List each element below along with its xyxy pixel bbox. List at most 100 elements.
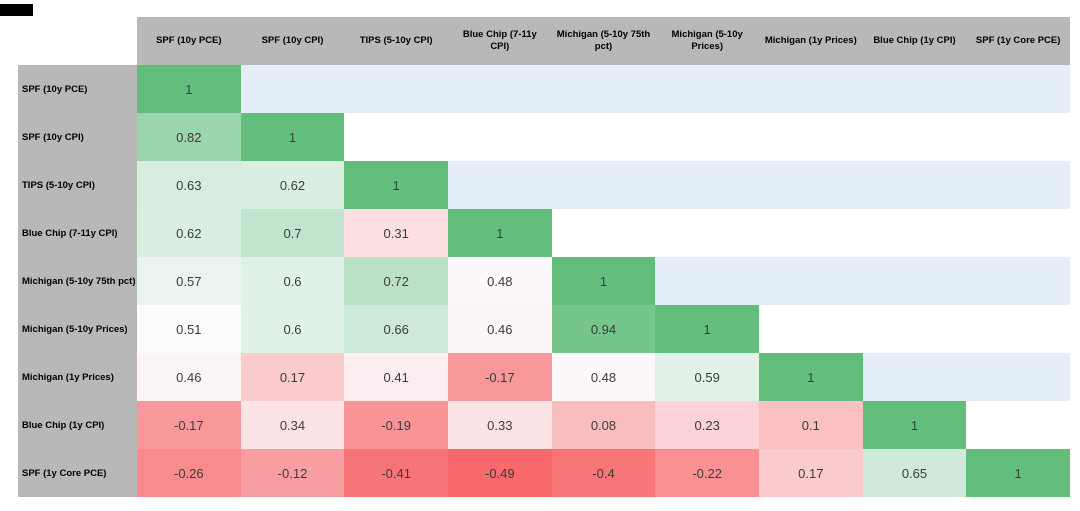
matrix-cell: 1: [240, 113, 345, 161]
empty-cell: [551, 65, 656, 113]
empty-cell: [551, 161, 656, 209]
empty-cell: [862, 113, 967, 161]
empty-cell: [862, 257, 967, 305]
col-header-5: Michigan (5-10y 75th pct): [551, 17, 656, 65]
empty-cell: [966, 305, 1070, 353]
col-header-8: Blue Chip (1y CPI): [862, 17, 967, 65]
matrix-cell: 0.48: [551, 353, 656, 401]
matrix-cell: 0.7: [240, 209, 345, 257]
matrix-cell: -0.49: [447, 449, 552, 497]
matrix-cell: 0.72: [344, 257, 448, 305]
row-label-8: Blue Chip (1y CPI): [18, 401, 137, 449]
matrix-cell: 0.41: [344, 353, 448, 401]
empty-cell: [966, 161, 1070, 209]
empty-cell: [447, 161, 552, 209]
matrix-cell: 1: [137, 65, 241, 113]
row-label-7: Michigan (1y Prices): [18, 353, 137, 401]
empty-cell: [344, 113, 448, 161]
matrix-cell: 0.65: [862, 449, 967, 497]
empty-cell: [862, 353, 967, 401]
matrix-cell: 1: [966, 449, 1070, 497]
corner-spacer: [18, 17, 137, 65]
row-label-3: TIPS (5-10y CPI): [18, 161, 137, 209]
matrix-cell: 0.62: [240, 161, 345, 209]
empty-cell: [447, 113, 552, 161]
empty-cell: [447, 65, 552, 113]
col-header-2: SPF (10y CPI): [240, 17, 345, 65]
matrix-cell: 0.48: [447, 257, 552, 305]
empty-cell: [551, 113, 656, 161]
empty-cell: [758, 209, 863, 257]
empty-cell: [551, 209, 656, 257]
empty-cell: [758, 305, 863, 353]
matrix-cell: 0.1: [758, 401, 863, 449]
matrix-cell: 1: [344, 161, 448, 209]
empty-cell: [758, 257, 863, 305]
screen-corner-artifact: [0, 4, 33, 16]
matrix-cell: 1: [655, 305, 759, 353]
empty-cell: [655, 209, 759, 257]
matrix-cell: 0.63: [137, 161, 241, 209]
matrix-cell: 0.62: [137, 209, 241, 257]
matrix-cell: 1: [447, 209, 552, 257]
empty-cell: [655, 161, 759, 209]
col-header-9: SPF (1y Core PCE): [966, 17, 1070, 65]
empty-cell: [966, 257, 1070, 305]
matrix-cell: -0.17: [447, 353, 552, 401]
matrix-cell: 0.59: [655, 353, 759, 401]
matrix-cell: 0.6: [240, 257, 345, 305]
matrix-cell: -0.12: [240, 449, 345, 497]
matrix-cell: 0.31: [344, 209, 448, 257]
row-label-4: Blue Chip (7-11y CPI): [18, 209, 137, 257]
empty-cell: [966, 353, 1070, 401]
empty-cell: [966, 401, 1070, 449]
matrix-cell: 0.51: [137, 305, 241, 353]
empty-cell: [758, 65, 863, 113]
empty-cell: [655, 113, 759, 161]
matrix-cell: 0.57: [137, 257, 241, 305]
col-header-3: TIPS (5-10y CPI): [344, 17, 448, 65]
empty-cell: [966, 113, 1070, 161]
row-label-6: Michigan (5-10y Prices): [18, 305, 137, 353]
matrix-cell: 0.23: [655, 401, 759, 449]
row-label-2: SPF (10y CPI): [18, 113, 137, 161]
empty-cell: [966, 209, 1070, 257]
row-label-5: Michigan (5-10y 75th pct): [18, 257, 137, 305]
col-header-7: Michigan (1y Prices): [758, 17, 863, 65]
matrix-cell: -0.41: [344, 449, 448, 497]
empty-cell: [655, 257, 759, 305]
empty-cell: [862, 209, 967, 257]
matrix-cell: 0.6: [240, 305, 345, 353]
col-header-6: Michigan (5-10y Prices): [655, 17, 759, 65]
matrix-cell: 0.33: [447, 401, 552, 449]
empty-cell: [240, 65, 345, 113]
matrix-cell: -0.26: [137, 449, 241, 497]
empty-cell: [655, 65, 759, 113]
matrix-cell: -0.17: [137, 401, 241, 449]
empty-cell: [758, 113, 863, 161]
matrix-cell: 0.34: [240, 401, 345, 449]
matrix-cell: 0.46: [447, 305, 552, 353]
matrix-cell: 1: [551, 257, 656, 305]
matrix-cell: 0.82: [137, 113, 241, 161]
empty-cell: [344, 65, 448, 113]
empty-cell: [758, 161, 863, 209]
matrix-cell: -0.19: [344, 401, 448, 449]
matrix-cell: 0.08: [551, 401, 656, 449]
empty-cell: [966, 65, 1070, 113]
matrix-cell: 0.17: [240, 353, 345, 401]
empty-cell: [862, 305, 967, 353]
matrix-cell: -0.4: [551, 449, 656, 497]
matrix-cell: 0.17: [758, 449, 863, 497]
matrix-cell: 0.94: [551, 305, 656, 353]
col-header-1: SPF (10y PCE): [137, 17, 241, 65]
matrix-cell: 0.46: [137, 353, 241, 401]
col-header-4: Blue Chip (7-11y CPI): [447, 17, 552, 65]
correlation-heatmap: SPF (10y PCE) SPF (10y CPI) TIPS (5-10y CP…: [18, 17, 1070, 497]
row-label-1: SPF (10y PCE): [18, 65, 137, 113]
empty-cell: [862, 161, 967, 209]
row-label-9: SPF (1y Core PCE): [18, 449, 137, 497]
empty-cell: [862, 65, 967, 113]
matrix-cell: 1: [758, 353, 863, 401]
